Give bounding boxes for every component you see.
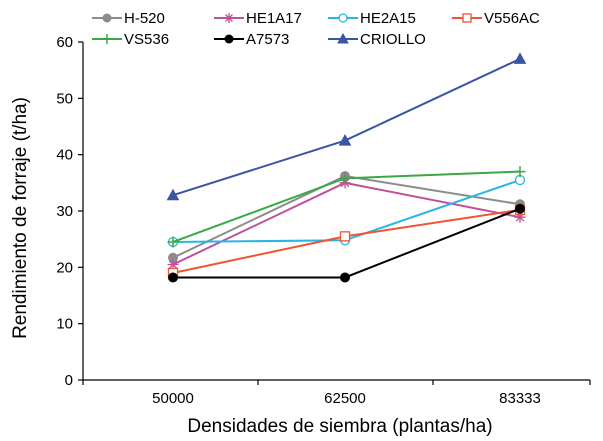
x-tick-label: 62500 xyxy=(324,390,366,407)
y-tick-label: 40 xyxy=(56,147,73,164)
legend-item: H-520 xyxy=(92,10,165,27)
legend-label: CRIOLLO xyxy=(360,31,426,48)
y-tick-label: 50 xyxy=(56,90,73,107)
data-point-marker xyxy=(462,13,472,23)
data-point-marker xyxy=(337,32,349,44)
legend-label: A7573 xyxy=(246,31,289,48)
series-criollo xyxy=(166,52,527,201)
data-point-marker xyxy=(338,134,352,146)
y-tick-label: 20 xyxy=(56,259,73,276)
series-vs536 xyxy=(167,166,526,248)
legend-label: H-520 xyxy=(124,10,165,27)
axes: 0 10 20 30 40 50 60 50000 62500 83333 xyxy=(56,34,591,407)
data-point-marker xyxy=(339,172,351,184)
data-point-marker xyxy=(338,13,348,23)
series-layer xyxy=(166,52,527,283)
data-point-marker xyxy=(515,203,525,214)
legend-item: A7573 xyxy=(214,31,289,48)
y-tick-label: 0 xyxy=(65,372,73,389)
legend-item: CRIOLLO xyxy=(328,31,426,48)
data-point-marker xyxy=(167,236,179,248)
x-tick-label: 50000 xyxy=(152,390,194,407)
data-point-marker xyxy=(224,34,234,44)
legend-label: V556AC xyxy=(484,10,540,27)
data-point-marker xyxy=(513,52,527,64)
data-point-marker xyxy=(102,13,112,23)
data-point-marker xyxy=(224,13,234,23)
data-point-marker xyxy=(167,259,179,271)
series-a7573 xyxy=(168,203,525,283)
data-point-marker xyxy=(102,34,112,44)
y-axis-title: Rendimiento de forraje (t/ha) xyxy=(10,97,31,339)
y-tick-label: 10 xyxy=(56,316,73,333)
data-point-marker xyxy=(340,272,350,283)
legend-item: HE2A15 xyxy=(328,10,416,27)
legend-item: V556AC xyxy=(452,10,540,27)
legend: H-520 HE1A17 HE2A15 V556AC VS536 A7573 CRIOLLO xyxy=(92,10,540,48)
legend-item: VS536 xyxy=(92,31,169,48)
data-point-marker xyxy=(339,231,351,242)
data-point-marker xyxy=(166,188,180,201)
legend-item: HE1A17 xyxy=(214,10,302,27)
legend-label: HE1A17 xyxy=(246,10,302,27)
data-point-marker xyxy=(514,166,526,178)
legend-label: VS536 xyxy=(124,31,169,48)
y-tick-label: 30 xyxy=(56,203,73,220)
x-axis-title: Densidades de siembra (plantas/ha) xyxy=(187,416,492,437)
legend-label: HE2A15 xyxy=(360,10,416,27)
data-point-marker xyxy=(514,211,526,223)
x-tick-label: 83333 xyxy=(499,390,541,407)
data-point-marker xyxy=(168,272,178,283)
y-tick-label: 60 xyxy=(56,34,73,51)
